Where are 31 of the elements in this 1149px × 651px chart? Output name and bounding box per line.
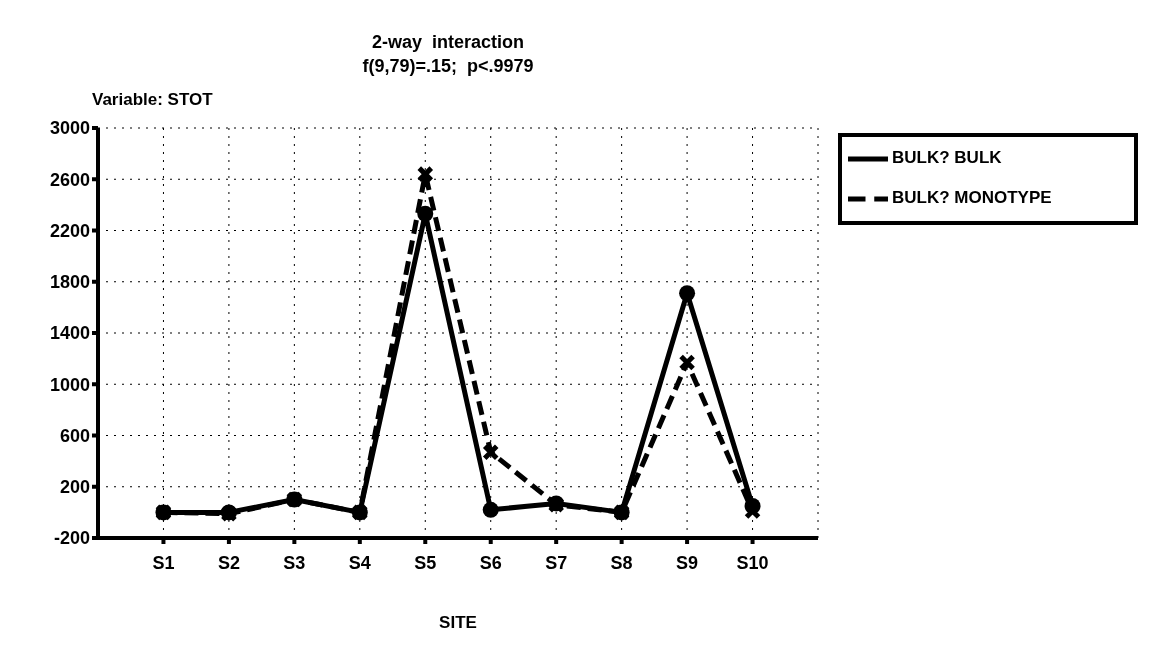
legend-label: BULK? MONOTYPE xyxy=(892,188,1052,208)
y-tick-label: 1000 xyxy=(49,374,90,395)
x-tick-label: S9 xyxy=(676,552,699,573)
y-tick-label: 1800 xyxy=(49,272,90,293)
point xyxy=(417,205,434,222)
x-tick-label: S4 xyxy=(348,552,371,573)
x-tick-label: S1 xyxy=(152,552,175,573)
x-tick-label: S10 xyxy=(736,552,769,573)
y-tick-label: 2600 xyxy=(49,169,90,190)
point xyxy=(678,353,696,371)
chart-title: 2-way interaction xyxy=(370,31,525,54)
y-tick-label: 3000 xyxy=(49,118,90,139)
x-tick-label: S8 xyxy=(610,552,633,573)
chart-subtitle: f(9,79)=.15; p<.9979 xyxy=(361,55,535,78)
y-tick-label: 200 xyxy=(59,477,90,498)
x-tick-label: S6 xyxy=(479,552,502,573)
y-tick-label: 600 xyxy=(59,425,90,446)
legend-label: BULK? BULK xyxy=(892,148,1002,168)
text: Variable: STOT xyxy=(92,90,213,110)
point xyxy=(416,165,434,183)
y-tick-label: 1400 xyxy=(49,323,90,344)
y-tick-label: 2200 xyxy=(49,220,90,241)
point xyxy=(482,501,499,518)
x-tick-label: S7 xyxy=(545,552,568,573)
x-tick-label: S3 xyxy=(283,552,306,573)
y-tick-label: -200 xyxy=(53,528,90,549)
point xyxy=(482,443,500,461)
x-axis-title: SITE xyxy=(438,613,478,633)
x-tick-label: S5 xyxy=(414,552,437,573)
point xyxy=(679,285,696,302)
x-tick-label: S2 xyxy=(217,552,240,573)
